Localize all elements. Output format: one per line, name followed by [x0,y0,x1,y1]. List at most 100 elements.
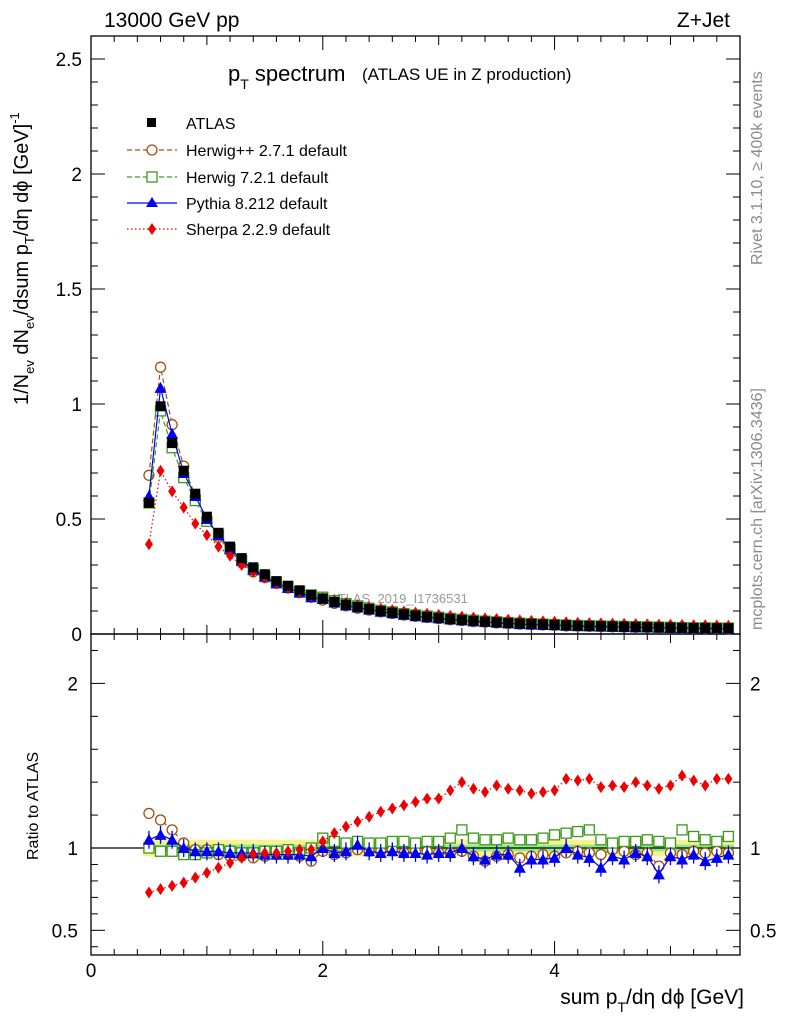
herwig-7-2-1-default-point [572,825,584,838]
xlabel: sum pT/dη dϕ [GeV] [560,986,744,1015]
herwig-7-2-1-default-point [490,834,503,846]
atlas-point [456,614,467,625]
pythia-8-212-default-point [397,846,410,858]
sherpa-2-2-9-default-point [237,851,246,864]
atlas-point [642,622,653,633]
analysis-watermark: ATLAS_2019_I1736531 [330,591,468,606]
pythia-8-212-default-point [177,842,190,853]
sherpa-2-2-9-default-point [330,827,339,840]
atlas-point [537,619,548,630]
legend-herwigpp-label: Herwig++ 2.7.1 default [186,143,348,160]
y-tick-label-main: 1.5 [56,280,82,301]
sherpa-2-2-9-default-point [434,792,443,805]
pythia-8-212-default-point [560,842,573,853]
legend: ATLAS Herwig++ 2.7.1 default Herwig 7.2.… [127,116,348,239]
sherpa-2-2-9-default-point [144,886,153,899]
y-tick-label-main: 2 [71,165,82,186]
main-series-layer [142,361,735,635]
sherpa-2-2-9-default-point [666,779,675,792]
atlas-point [364,603,375,614]
sherpa-2-2-9-default-point [179,501,188,514]
atlas-point [665,622,676,633]
sherpa-2-2-9-default-point [585,772,594,785]
x-tick-label: 4 [549,961,560,982]
atlas-point [700,623,711,634]
sherpa-2-2-9-default-point [608,779,617,792]
pythia-8-212-default-point [212,845,225,857]
sherpa-2-2-9-default-point [179,876,188,889]
x-tick-label: 0 [86,961,97,982]
pythia-8-212-default-point [710,851,723,863]
ylabel-c: /dsum p [11,244,33,315]
pythia-8-212-default-point [583,851,596,863]
pythia-8-212-default-point [374,846,387,858]
legend-herwig7-marker [146,171,158,183]
ratio-plot-frame [90,633,741,956]
herwig-7-2-1-default-point [583,824,595,836]
sherpa-2-2-9-default-point [191,517,200,530]
ylabel-b: dN [11,329,33,360]
herwig-7-2-1-default-point [653,835,665,848]
atlas-point [422,611,433,622]
pythia-8-212-default-point [536,853,549,865]
herwig-7-2-1-default-point [537,832,549,844]
pythia-8-212-default-point [455,842,468,853]
sherpa-2-2-9-default-point [573,774,582,787]
atlas-point [190,488,201,499]
pythia-8-212-default-point [699,855,712,867]
pythia-8-212-default-point [467,850,480,862]
herwig-2-7-1-default-point [143,807,155,820]
sherpa-2-2-9-default-point [724,772,733,785]
legend-atlas-marker [147,118,156,127]
atlas-point [340,599,351,610]
atlas-point [480,616,491,627]
sherpa-2-2-9-default-point [226,856,235,869]
main-ylabel: 1/Nev dNev/dsum pT/dη dϕ [GeV]-1 [7,112,37,405]
atlas-point [723,623,734,634]
sherpa-2-2-9-default-point [631,776,640,789]
atlas-point [584,620,595,631]
sherpa-2-2-9-default-point [191,871,200,884]
legend-atlas-label: ATLAS [186,116,236,133]
herwig-7-2-1-default-point [514,834,526,846]
atlas-point [607,621,618,632]
sherpa-2-2-9-default-point [643,779,652,792]
pythia-8-212-default-point [629,846,642,858]
atlas-point [468,615,479,626]
atlas-point [201,511,212,522]
atlas-point [491,617,502,628]
legend-item-atlas: ATLAS [147,116,236,133]
y-tick-label-ratio-right: 2 [750,674,761,695]
sherpa-2-2-9-default-point [446,784,455,797]
sherpa-2-2-9-default-point [654,782,663,795]
atlas-point [677,622,688,633]
sherpa-2-2-9-default-point [214,861,223,874]
atlas-point [514,618,525,629]
atlas-point [398,609,409,620]
atlas-point [375,606,386,616]
atlas-point [248,562,259,573]
sherpa-2-2-9-default-point [214,540,223,553]
sherpa-2-2-9-default-point [527,787,536,800]
y-tick-label-main: 0 [71,625,82,646]
legend-herwig7-label: Herwig 7.2.1 default [186,170,329,187]
sherpa-2-2-9-default-point [168,879,177,892]
mcplots-label: mcplots.cern.ch [arXiv:1306.3436] [749,388,766,630]
sherpa-2-2-9-default-point [678,769,687,782]
atlas-point [526,618,537,629]
atlas-point [445,614,456,625]
pythia-8-212-default-point [594,861,607,873]
ratio-series-layer [142,769,735,899]
sherpa-2-2-9-default-point [701,779,710,792]
pythia-8-212-default-point [479,853,492,865]
atlas-point [549,619,560,630]
herwig-2-7-1-default-line [148,367,729,630]
herwig-7-2-1-default-point [560,827,572,839]
herwig-2-7-1-default-point [595,848,607,861]
atlas-point [306,589,317,600]
herwig-7-2-1-default-point [421,835,433,848]
sherpa-2-2-9-default-point [689,774,698,787]
sherpa-2-2-9-default-point [469,782,478,795]
atlas-point [329,596,340,607]
